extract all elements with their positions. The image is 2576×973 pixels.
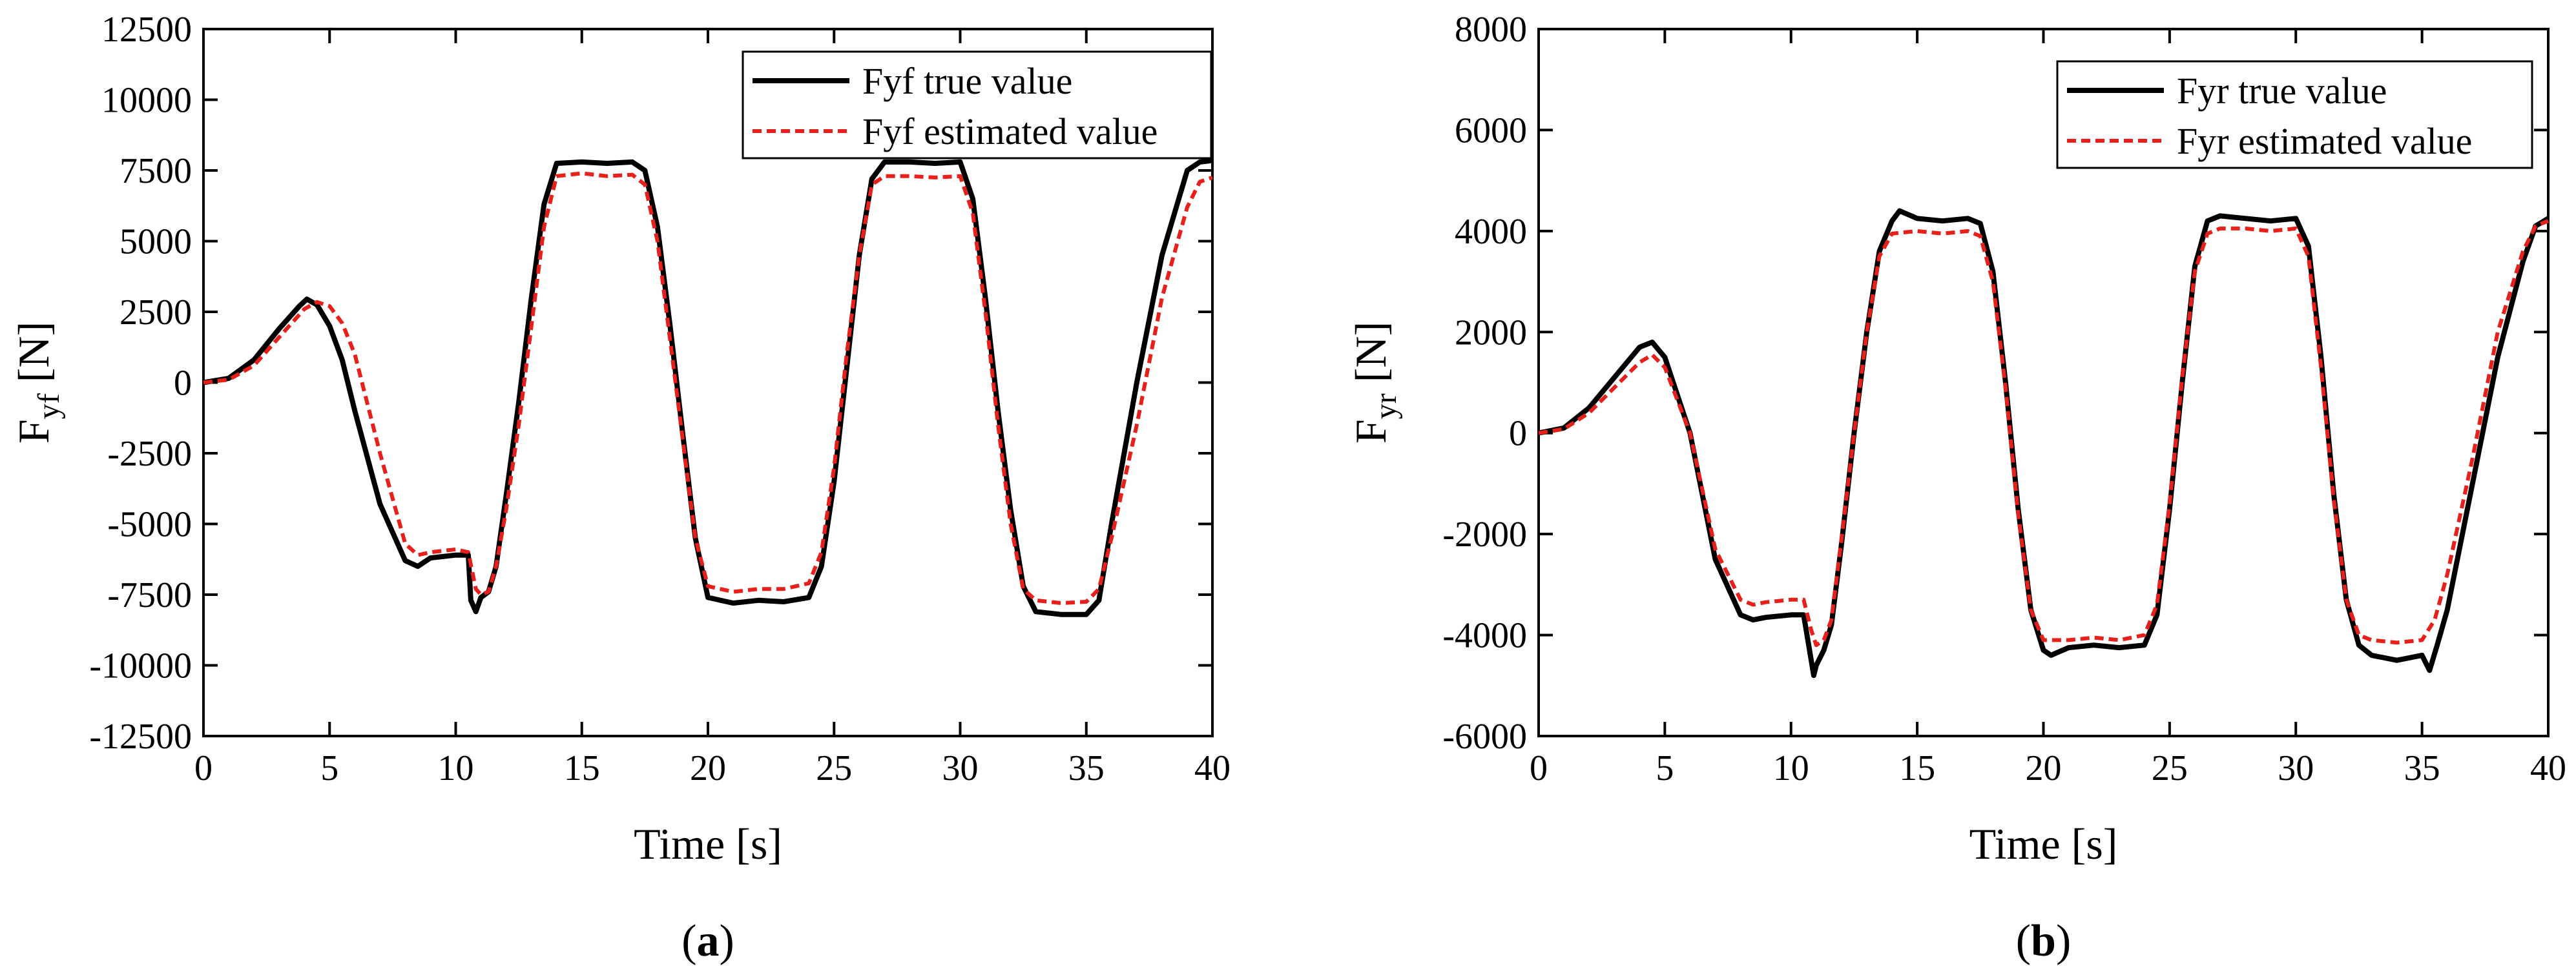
panel-a-x-tick-label: 25: [816, 748, 852, 788]
panel-b-x-tick-label: 5: [1656, 748, 1674, 788]
panel-a-x-tick-label: 15: [564, 748, 600, 788]
panel-a-x-tick-label: 5: [320, 748, 338, 788]
panel-b-y-axis-title: Fyr [N]: [1346, 322, 1403, 444]
chart-panel-a: 0 5 10 15 20 25 30 35 40 -12500 -10000 -7500 -5000 -2…: [9, 10, 1231, 966]
panel-b-x-tick-label: 0: [1530, 748, 1548, 788]
panel-a-y-axis-title: Fyf [N]: [9, 322, 66, 444]
panel-a-x-tick-label: 10: [438, 748, 474, 788]
panel-a-y-tick-label: -10000: [89, 646, 192, 686]
panel-b-caption-letter: b: [2031, 916, 2056, 966]
panel-b-x-axis-title: Time [s]: [1969, 819, 2118, 868]
panel-b-x-tick-label: 15: [1899, 748, 1935, 788]
panel-b-y-tick-label: 4000: [1455, 212, 1527, 252]
panel-a-y-tick-label: 2500: [119, 292, 192, 333]
panel-b-x-tick-label: 35: [2404, 748, 2440, 788]
panel-b-x-tick-label: 10: [1773, 748, 1809, 788]
panel-a-y-tick-label: 7500: [119, 151, 192, 191]
panel-a-y-axis-title-base: F: [9, 419, 58, 444]
panel-a-legend-label: Fyf true value: [862, 60, 1072, 102]
panel-a-legend-box: [742, 50, 1212, 159]
panel-b-y-tick-label: 8000: [1455, 10, 1527, 50]
panel-a-y-tick-label: -7500: [107, 575, 192, 615]
panel-b-x-tick-label: 30: [2278, 748, 2314, 788]
panel-a-y-tick-label: 12500: [101, 10, 192, 50]
chart-panel-b: 0 5 10 15 20 25 30 35 40 -6000 -4000 -2000 0 2000 4000…: [1346, 10, 2566, 966]
panel-a-x-tick-label: 30: [942, 748, 979, 788]
panel-a-x-axis-title: Time [s]: [634, 819, 782, 868]
panel-a-legend-label: Fyf estimated value: [862, 110, 1158, 152]
panel-b-series-true-line: [1538, 208, 2550, 679]
panel-a-y-axis-title-sub: yf: [32, 393, 66, 419]
panel-b-x-tick-label: 25: [2152, 748, 2188, 788]
panel-b-y-axis-title-base: F: [1346, 419, 1395, 444]
panel-b-y-tick-label: -6000: [1442, 717, 1527, 757]
panel-b-legend-box: [2056, 60, 2533, 169]
panel-b-legend-label: Fyr estimated value: [2177, 120, 2472, 162]
panel-b-y-axis-title-sub: yr: [1369, 393, 1403, 419]
panel-b-caption: (b): [2016, 916, 2072, 966]
panel-a-y-tick-label: 0: [174, 364, 192, 404]
panel-a-x-tick-label: 0: [194, 748, 213, 788]
panel-a-legend: Fyf true value Fyf estimated value: [742, 50, 1212, 159]
panel-b-legend-label: Fyr true value: [2177, 70, 2387, 112]
panel-b-y-axis-title-unit: [N]: [1346, 322, 1395, 393]
panel-a-series-estimated-line: [203, 171, 1213, 606]
panel-b-y-tick-label: -2000: [1442, 515, 1527, 555]
panel-b-series-estimated-line: [1538, 219, 2550, 648]
panel-b-y-tick-label: 0: [1509, 414, 1527, 454]
panel-b-y-tick-label: 2000: [1455, 312, 1527, 353]
panel-a-y-axis-title-unit: [N]: [9, 322, 58, 393]
panel-a-x-tick-label: 40: [1194, 748, 1231, 788]
panel-a-y-tick-label: 5000: [119, 222, 192, 262]
panel-a-y-tick-label: -12500: [89, 717, 192, 757]
panel-a-series-true-line: [203, 158, 1213, 617]
panel-a-caption-letter: a: [697, 916, 720, 966]
panel-b-x-tick-label: 20: [2026, 748, 2062, 788]
panel-b-legend: Fyr true value Fyr estimated value: [2056, 60, 2533, 169]
panel-b-y-tick-label: -4000: [1442, 616, 1527, 656]
panel-b-x-tick-label: 40: [2530, 748, 2566, 788]
panel-b-y-tick-label: 6000: [1455, 110, 1527, 150]
panel-a-y-tick-label: -2500: [107, 434, 192, 474]
panel-a-caption: (a): [681, 916, 734, 966]
panel-a-y-tick-label: -5000: [107, 505, 192, 545]
panel-a-x-tick-label: 35: [1068, 748, 1105, 788]
panel-a-x-tick-label: 20: [690, 748, 726, 788]
panel-a-y-tick-label: 10000: [101, 81, 192, 121]
